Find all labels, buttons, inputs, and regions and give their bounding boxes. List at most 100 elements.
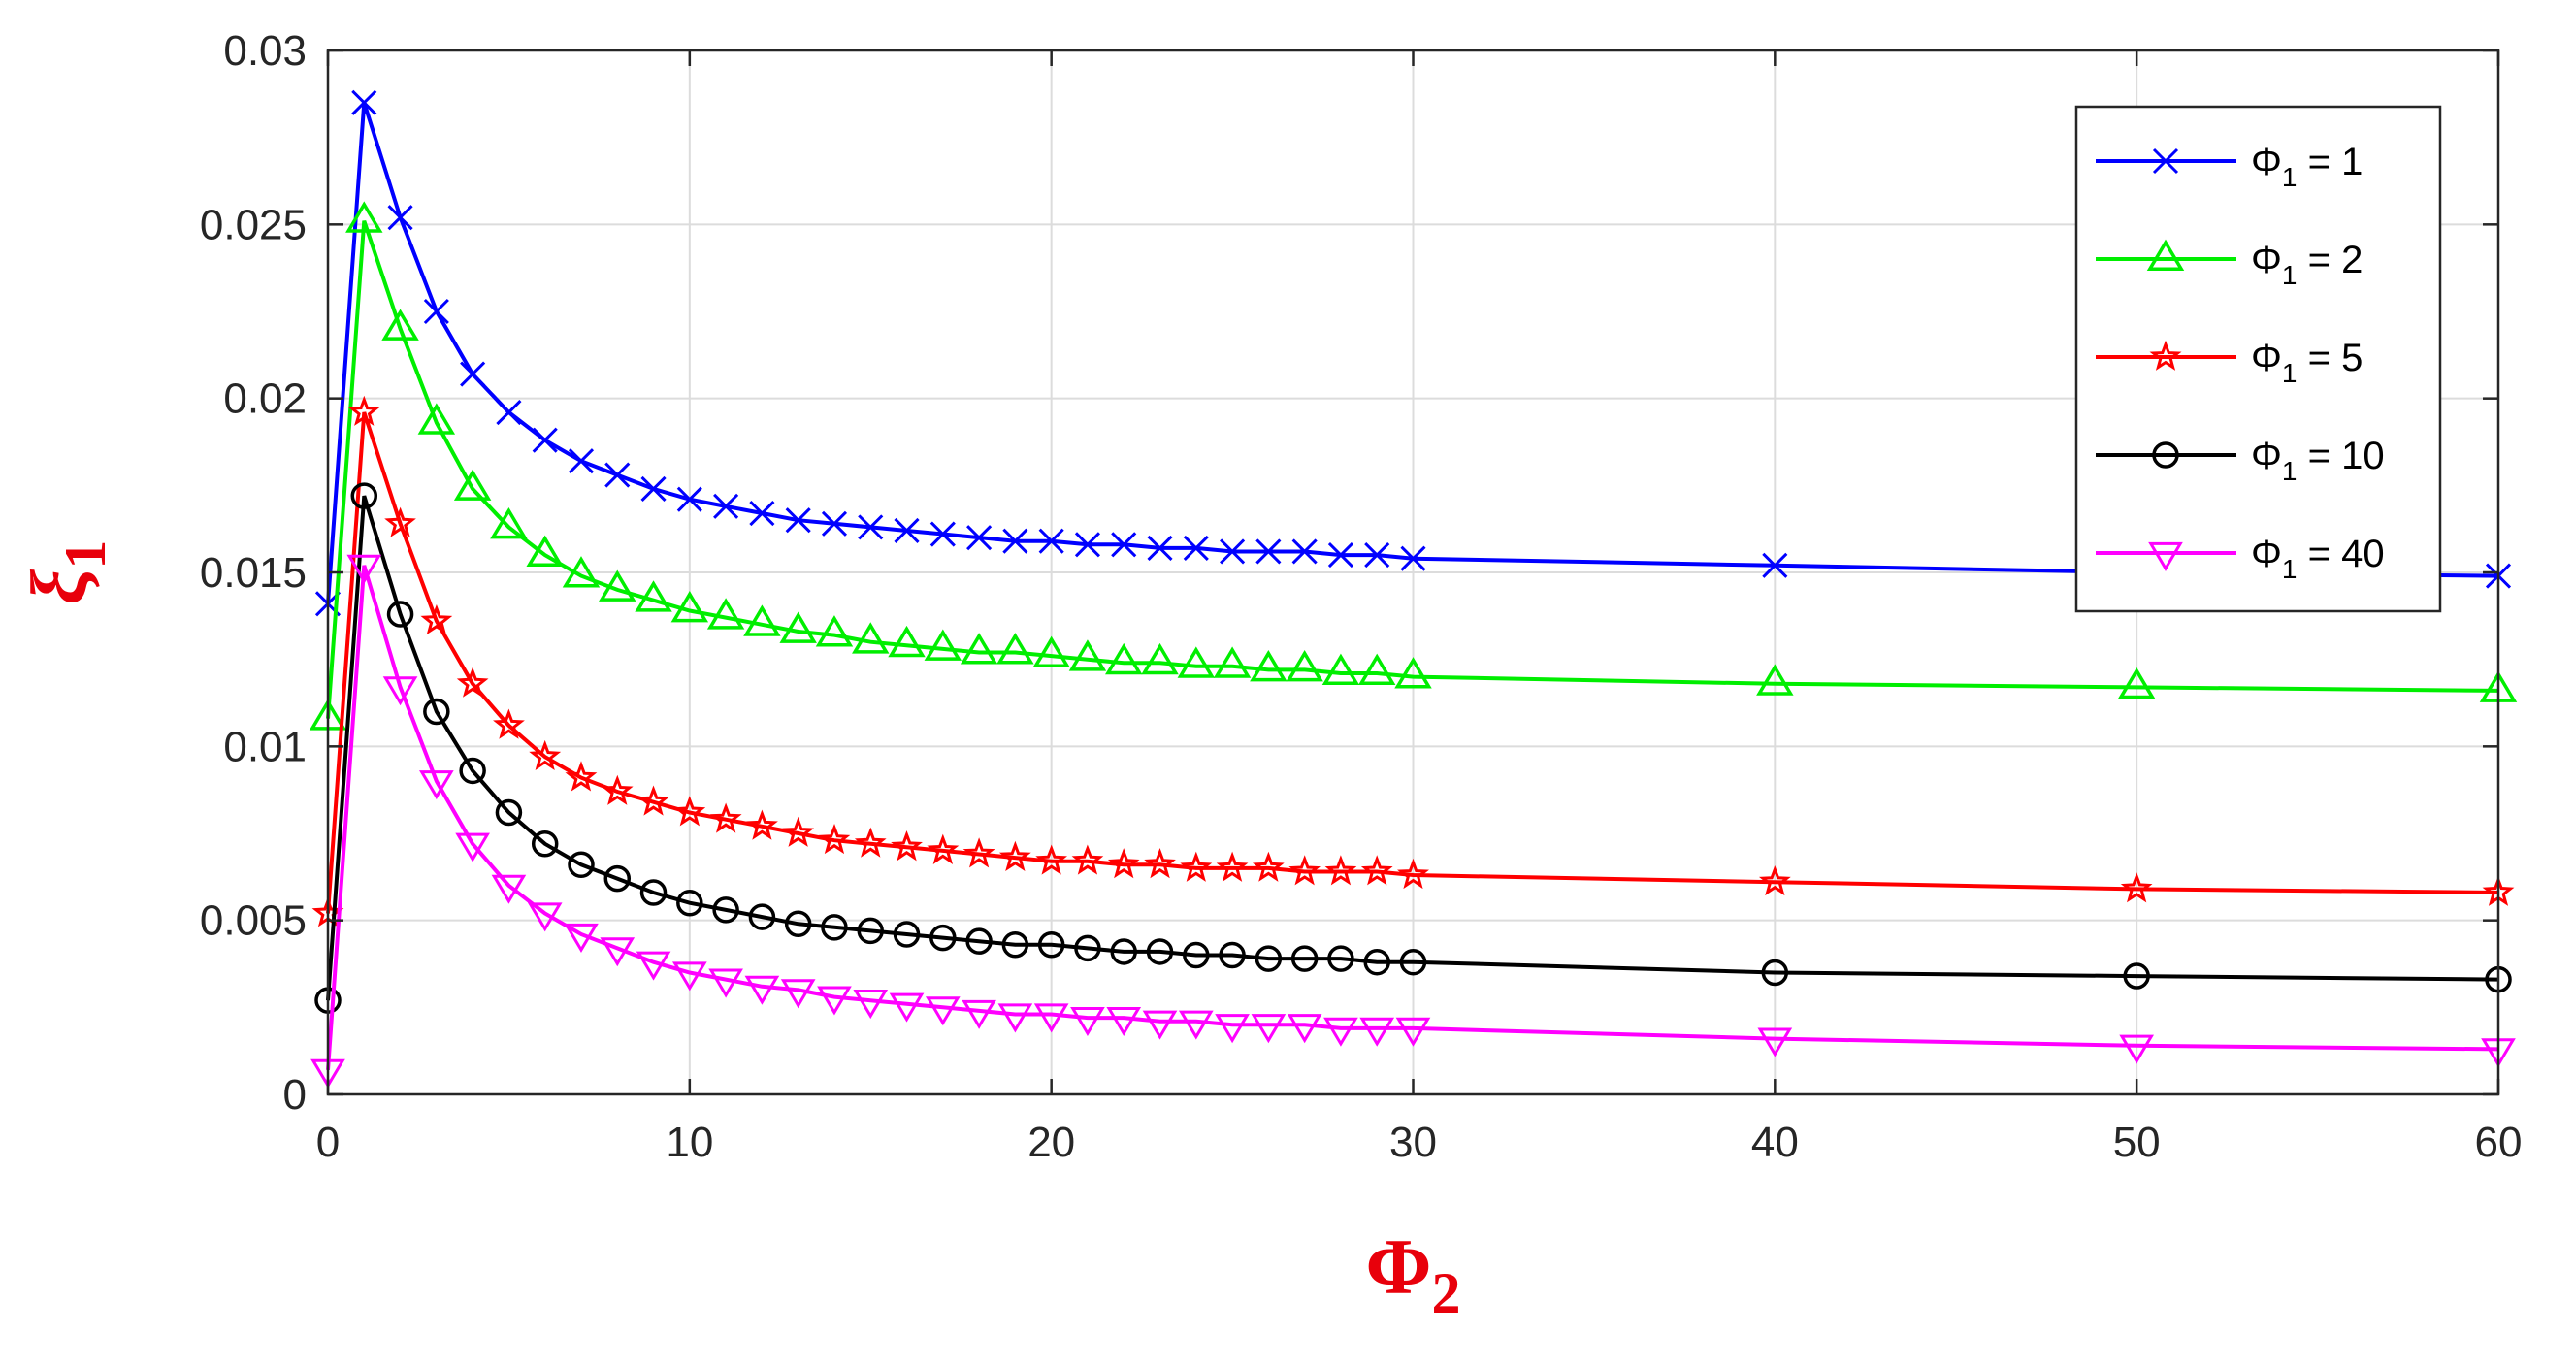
data-point	[815, 615, 854, 647]
data-point	[490, 506, 528, 539]
data-point	[927, 833, 960, 864]
data-point	[857, 917, 884, 945]
x-axis-label-main: Φ	[1366, 1222, 1432, 1311]
data-point	[1110, 938, 1137, 965]
data-point	[531, 830, 559, 858]
data-point	[924, 629, 962, 661]
series-line	[326, 411, 2499, 914]
legend-label-main: Φ	[2251, 337, 2282, 379]
legend-item: Φ1 = 5	[2096, 337, 2363, 388]
legend-label: Φ1 = 10	[2251, 435, 2385, 486]
data-point	[1074, 532, 1101, 558]
data-point	[1288, 855, 1321, 886]
x-tick-label: 20	[1027, 1119, 1075, 1166]
data-point	[637, 785, 669, 816]
data-point	[1142, 1010, 1178, 1040]
data-point	[888, 625, 926, 658]
legend-swatch-marker	[2148, 541, 2183, 571]
data-point	[749, 500, 775, 527]
data-point	[1250, 649, 1288, 682]
data-point	[1400, 545, 1426, 571]
data-point	[1291, 538, 1318, 565]
data-point	[713, 493, 739, 519]
data-point	[998, 840, 1031, 872]
data-point	[1761, 959, 1789, 987]
data-point	[1255, 945, 1283, 972]
legend-label: Φ1 = 2	[2251, 239, 2363, 290]
data-point	[996, 633, 1034, 665]
data-point	[1177, 646, 1216, 678]
data-point	[1002, 528, 1028, 554]
data-point	[853, 990, 889, 1020]
data-point	[604, 462, 631, 488]
data-point	[1323, 1017, 1358, 1047]
data-point	[997, 1003, 1033, 1033]
data-point	[706, 598, 745, 630]
data-point	[420, 603, 453, 635]
data-point	[568, 448, 595, 474]
legend-label-value: = 5	[2298, 337, 2364, 379]
data-point	[1068, 639, 1107, 671]
data-point	[562, 556, 601, 588]
data-point	[745, 809, 778, 840]
legend-label-subscript: 1	[2282, 260, 2298, 290]
data-point	[423, 298, 449, 325]
data-point	[1762, 552, 1788, 578]
x-tick-label: 10	[666, 1119, 713, 1166]
data-point	[893, 921, 921, 948]
data-point	[456, 667, 489, 698]
x-tick-label: 30	[1389, 1119, 1437, 1166]
y-tick-label: 0.02	[223, 375, 307, 423]
data-point	[712, 896, 739, 924]
data-point	[347, 395, 380, 426]
x-tick-label: 60	[2475, 1119, 2523, 1166]
data-point	[346, 554, 382, 584]
data-point	[818, 823, 851, 855]
data-point	[345, 201, 383, 233]
data-point	[419, 770, 454, 800]
data-point	[1758, 864, 1791, 896]
data-point	[1178, 1010, 1214, 1040]
data-point	[455, 832, 490, 862]
data-point	[2123, 962, 2150, 990]
data-point	[1074, 934, 1101, 962]
data-point	[854, 827, 887, 858]
legend-swatch-marker	[2149, 340, 2182, 371]
data-point	[382, 676, 418, 706]
data-point	[1359, 1017, 1395, 1047]
data-point	[929, 924, 957, 952]
data-point	[1146, 938, 1174, 965]
data-point	[532, 427, 558, 453]
x-axis-label-subscript: 2	[1432, 1261, 1461, 1325]
data-point	[351, 89, 377, 115]
x-tick-label: 0	[316, 1119, 340, 1166]
data-point	[635, 580, 672, 612]
data-point	[929, 521, 956, 547]
data-point	[676, 486, 702, 512]
data-point	[1290, 945, 1319, 972]
data-point	[1183, 941, 1210, 969]
data-point	[1286, 649, 1323, 682]
data-point	[1070, 1006, 1105, 1037]
y-tick-label: 0.01	[223, 723, 307, 770]
x-axis-ticks: 0 10 20 30 40 50 60	[316, 50, 2523, 1166]
data-point	[493, 708, 525, 739]
data-point	[1360, 855, 1393, 886]
legend-item: Φ1 = 10	[2096, 435, 2385, 486]
data-point	[599, 569, 636, 602]
series-5	[310, 554, 2516, 1089]
data-point	[671, 961, 707, 992]
legend-item: Φ1 = 1	[2096, 141, 2363, 192]
data-point	[858, 514, 884, 540]
data-point	[784, 910, 812, 938]
data-point	[2117, 667, 2156, 699]
data-point	[1757, 1027, 1793, 1057]
data-point	[1327, 542, 1353, 569]
data-point	[673, 796, 706, 827]
y-tick-label: 0.025	[200, 201, 307, 248]
legend-item: Φ1 = 2	[2096, 239, 2363, 290]
data-point	[453, 469, 492, 501]
data-point	[962, 999, 996, 1029]
data-point	[639, 879, 668, 906]
